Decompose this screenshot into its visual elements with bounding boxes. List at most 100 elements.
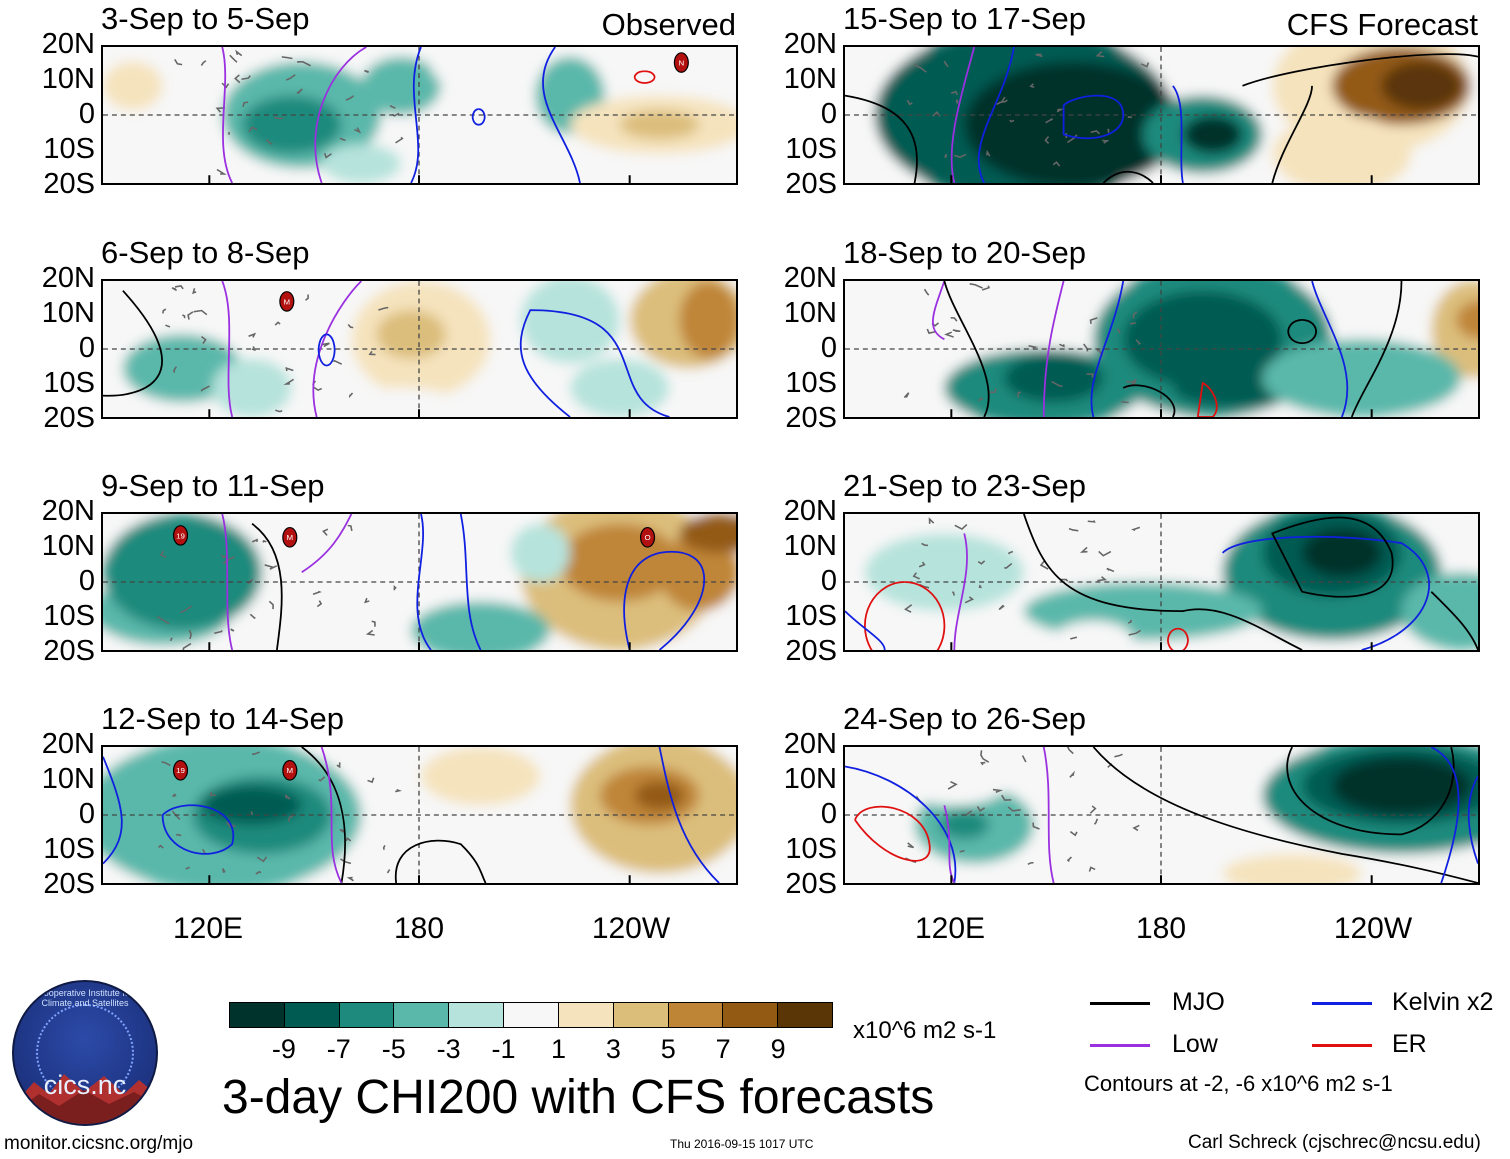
anomaly-region (634, 781, 685, 811)
logo-mountains (14, 1074, 156, 1124)
lat-label: 20N (41, 262, 95, 294)
storm-marker-icon: 19 (172, 760, 189, 781)
lat-label: 20N (41, 495, 95, 527)
colorbar-swatch (230, 1003, 285, 1027)
colorbar-swatch (394, 1003, 450, 1027)
anomaly-region (679, 514, 736, 553)
contour-kelvin (161, 804, 235, 855)
lat-label: 10S (785, 367, 837, 399)
contour-low (1042, 747, 1055, 883)
map-panel-right-0 (843, 45, 1480, 185)
storm-marker-label: 19 (176, 766, 185, 775)
storm-marker-label: O (644, 533, 650, 542)
legend-line-low (1090, 1044, 1150, 1047)
colorbar-swatch (504, 1003, 559, 1027)
panel-title-left-2: 9-Sep to 11-Sep (101, 468, 325, 503)
anomaly-region (242, 95, 342, 154)
coastline (904, 517, 1142, 640)
contour-er (854, 805, 931, 862)
lon-label: 120E (172, 912, 244, 945)
anomaly-field (845, 747, 1478, 883)
lat-label: 10S (785, 833, 837, 865)
colorbar-tick-label: 5 (660, 1034, 676, 1064)
coastline (903, 283, 1141, 404)
contour-er (633, 70, 656, 84)
lat-label: 0 (78, 98, 95, 130)
logo-arc-text: Cooperative Institute for Climate and Sa… (37, 988, 133, 1008)
contour-kelvin (623, 550, 706, 650)
anomaly-region (964, 61, 1183, 183)
contour-er (1196, 381, 1218, 417)
contour-low (320, 747, 343, 883)
panel-title-left-0: 3-Sep to 5-Sep (101, 1, 310, 36)
storm-marker-label: N (678, 59, 684, 68)
lat-label: 10N (783, 763, 837, 795)
colorbar-tick-label: -1 (491, 1034, 516, 1064)
contour-kelvin (103, 756, 123, 865)
coastline (174, 49, 404, 175)
anomaly-region (212, 358, 292, 417)
colorbar-tick-label: -9 (271, 1034, 296, 1064)
contour-kelvin (542, 47, 581, 183)
contour-kelvin (1062, 94, 1125, 140)
anomaly-region (361, 56, 441, 115)
colorbar-swatch (339, 1003, 395, 1027)
contour-kelvin (416, 514, 432, 650)
lat-label: 10N (783, 530, 837, 562)
footer-author: Carl Schreck (cjschrec@ncsu.edu) (1188, 1132, 1481, 1153)
contour-low (950, 47, 976, 183)
lon-label: 180 (1135, 912, 1187, 945)
contour-kelvin (1221, 535, 1430, 650)
lat-label: 20N (783, 728, 837, 760)
contour-kelvin (471, 108, 486, 126)
contour-mjo (251, 523, 283, 650)
colorbar-units: x10^6 m2 s-1 (853, 1017, 997, 1044)
lat-label: 20N (41, 28, 95, 60)
colorbar-swatch (778, 1003, 832, 1027)
colorbar-tick-label: 7 (715, 1034, 731, 1064)
panel-header-right-0: CFS Forecast (1286, 7, 1478, 42)
contour-er (1167, 627, 1189, 650)
colorbar-tick-label: -3 (436, 1034, 461, 1064)
panel-header-left-0: Observed (601, 7, 736, 42)
colorbar-swatch (449, 1003, 505, 1027)
legend-label-kelvin: Kelvin x2 (1392, 988, 1494, 1016)
contour-mjo (1271, 85, 1313, 183)
panel-title-right-2: 21-Sep to 23-Sep (843, 468, 1087, 503)
anomaly-region (411, 601, 551, 650)
anomaly-region (1302, 528, 1382, 578)
anomaly-region (510, 523, 571, 582)
contour-low (932, 281, 946, 341)
anomaly-region (103, 514, 262, 631)
contour-kelvin (410, 47, 422, 183)
map-panel-left-1: M (101, 279, 738, 419)
contour-kelvin (1090, 281, 1125, 417)
lat-label: 0 (78, 798, 95, 830)
anomaly-region (1003, 353, 1104, 403)
contour-mjo (1287, 318, 1317, 345)
lon-label: 180 (393, 912, 445, 945)
anomaly-region (1123, 290, 1283, 388)
legend-line-er (1312, 1044, 1372, 1047)
contour-mjo (1271, 516, 1394, 598)
lat-label: 10N (41, 763, 95, 795)
anomaly-region (122, 334, 243, 403)
contour-kelvin (459, 514, 482, 650)
anomaly-region (1381, 61, 1462, 111)
contour-mjo (301, 747, 346, 883)
map-panel-left-3: 19 M (101, 745, 738, 885)
anomaly-region (619, 110, 700, 140)
lat-label: 0 (820, 98, 837, 130)
anomaly-field (845, 47, 1478, 183)
anomaly-region (1182, 115, 1243, 154)
anomaly-region (1063, 815, 1223, 874)
colorbar-swatch (668, 1003, 724, 1027)
contour-mjo (1092, 747, 1478, 883)
panel-title-left-1: 6-Sep to 8-Sep (101, 235, 310, 270)
contour-kelvin (845, 610, 886, 650)
main-title: 3-day CHI200 with CFS forecasts (222, 1071, 935, 1124)
legend-contours-note: Contours at -2, -6 x10^6 m2 s-1 (1084, 1071, 1393, 1096)
colorbar-tick-label: -5 (381, 1034, 406, 1064)
lat-label: 0 (820, 332, 837, 364)
anomaly-region (939, 810, 990, 840)
